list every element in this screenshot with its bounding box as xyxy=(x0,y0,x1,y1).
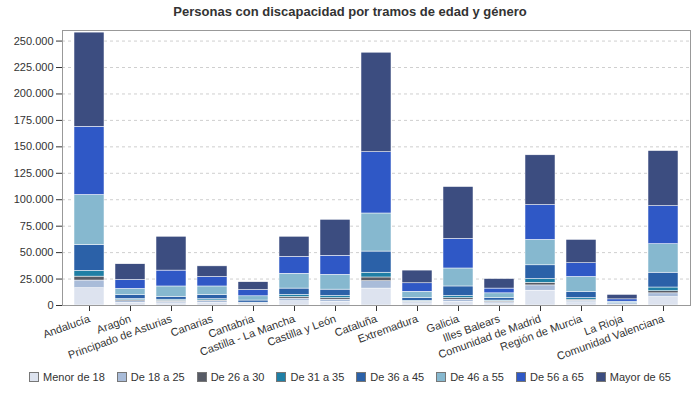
html-text:Menor de 18: Menor de 18 xyxy=(43,371,105,383)
svg-text:Canarias: Canarias xyxy=(168,312,215,339)
svg-text:100.000: 100.000 xyxy=(14,193,54,205)
svg-text:Andalucía: Andalucía xyxy=(41,312,92,340)
svg-text:75.000: 75.000 xyxy=(20,220,54,232)
svg-text:0: 0 xyxy=(47,299,53,311)
html-text:De 31 a 35: De 31 a 35 xyxy=(290,371,345,383)
svg-text:200.000: 200.000 xyxy=(14,87,54,99)
svg-text:25.000: 25.000 xyxy=(20,273,54,285)
svg-text:Galicia: Galicia xyxy=(424,312,461,335)
html-text:De 56 a 65: De 56 a 65 xyxy=(530,371,584,383)
svg-text:Comunidad de Madrid: Comunidad de Madrid xyxy=(436,312,543,361)
svg-text:Cantabria: Cantabria xyxy=(206,312,256,340)
svg-text:Región de Murcia: Región de Murcia xyxy=(498,312,584,353)
html-text:De 18 a 25: De 18 a 25 xyxy=(130,371,185,383)
svg-text:250.000: 250.000 xyxy=(14,35,54,47)
svg-text:225.000: 225.000 xyxy=(14,61,54,73)
svg-text:Comunidad Valenciana: Comunidad Valenciana xyxy=(555,312,666,362)
svg-text:50.000: 50.000 xyxy=(20,246,54,258)
svg-text:La Rioja: La Rioja xyxy=(582,312,625,338)
svg-text:Aragón: Aragón xyxy=(94,312,133,336)
svg-text:Extremadura: Extremadura xyxy=(356,312,420,345)
svg-text:175.000: 175.000 xyxy=(14,114,54,126)
html-text:De 26 a 30: De 26 a 30 xyxy=(210,371,265,383)
svg-text:Castilla y León: Castilla y León xyxy=(265,312,337,348)
svg-text:Cataluña: Cataluña xyxy=(332,312,379,339)
html-text:De 36 a 45: De 36 a 45 xyxy=(370,371,425,383)
svg-text:Principado de Asturias: Principado de Asturias xyxy=(66,312,173,361)
svg-text:Illes Balears: Illes Balears xyxy=(441,312,502,344)
html-text:Mayor de 65: Mayor de 65 xyxy=(609,371,671,383)
html-text:Personas con discapacidad por: Personas con discapacidad por tramos de … xyxy=(173,4,527,19)
svg-text:Castilla - La Mancha: Castilla - La Mancha xyxy=(198,312,297,358)
svg-text:150.000: 150.000 xyxy=(14,140,54,152)
html-text:De 46 a 55: De 46 a 55 xyxy=(450,371,504,383)
svg-text:125.000: 125.000 xyxy=(14,167,54,179)
